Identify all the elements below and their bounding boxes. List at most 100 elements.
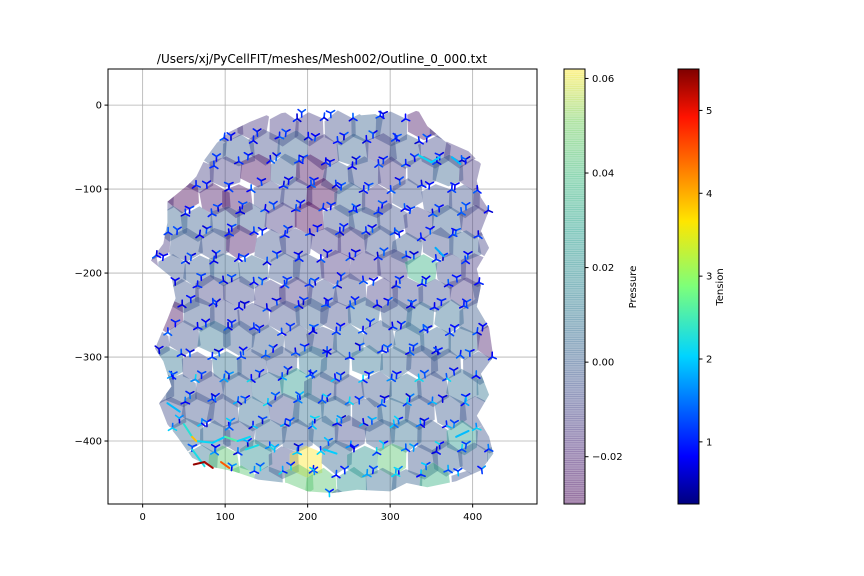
junction [297,108,307,118]
junction [180,396,191,405]
junction [473,230,483,240]
cell [267,251,302,287]
edge-segment [283,234,290,239]
edge-segment [195,184,202,188]
hot-edge [182,423,194,438]
junction [271,297,282,306]
edge-segment [364,370,370,375]
edge-segment [310,132,317,138]
edge-segment [213,165,219,170]
junction [367,224,377,233]
junction [305,228,316,237]
pressure-colorbar: −0.02 0.00 0.02 0.04 0.06 Pressure [563,68,639,505]
junction [233,253,243,263]
cell [321,488,355,494]
edge-segment [362,189,369,194]
junction [368,130,378,139]
cell [531,371,560,404]
edge-segment [450,182,456,186]
junction [457,443,467,453]
cell [322,204,356,239]
edge-segment [223,136,229,142]
cell [464,109,494,146]
tension-colorbar-fill [678,69,699,504]
cell [431,490,463,494]
edge-segment [393,466,400,471]
edge-segment [196,370,203,375]
junction [372,299,383,308]
junction [378,440,389,449]
edge-segment [464,401,470,407]
junction [388,321,398,331]
junction [163,327,173,337]
junction [414,373,424,383]
junction [382,343,393,353]
edge-segment [335,474,341,479]
edge-segment [392,132,398,138]
main-axes: 0 100 200 300 400 0 −100 −200 −300 −400 [75,68,565,523]
junction [332,280,343,289]
junction [309,277,320,286]
cell [112,417,144,450]
edge-segment [326,201,332,206]
junction [401,250,412,259]
edge-segment [335,330,341,336]
junction [461,201,471,211]
edge-segment [406,205,412,210]
junction [339,222,349,232]
edge-segment [323,436,329,442]
cell [348,249,382,283]
junction [226,132,236,141]
edge-segment [461,441,468,445]
cell [150,208,158,242]
cell [308,415,339,453]
edge-segment [281,128,287,133]
edge-segment [237,200,244,205]
junction [190,374,200,384]
cell [375,111,408,147]
junction [407,299,417,308]
cell [432,154,464,187]
edge-segment [240,395,247,399]
edge-segment [271,250,278,255]
junction [434,441,445,450]
junction [254,368,265,378]
pressure-colorbar-lines [564,70,585,503]
cell [531,421,565,455]
edge-segment [324,161,331,166]
cell [150,397,162,431]
hot-edge [430,156,441,164]
edge-segment [253,470,260,474]
edge-segment [174,414,181,419]
junction [236,351,247,360]
junction [460,156,471,165]
cell [376,248,408,285]
edge-segment [368,465,375,470]
hot-edge [418,154,433,164]
cell [417,278,453,313]
y-tick-label: −100 [75,185,102,196]
grid-lines [108,69,537,504]
edge-segment [451,227,457,232]
edge-segment [463,305,469,309]
junction [443,464,453,474]
edge-segment [464,349,471,353]
edge-segment [271,297,278,302]
cell [321,439,353,476]
cell [391,277,424,314]
junction [177,299,187,309]
cell [324,110,357,147]
cell [388,133,422,170]
cell [513,391,547,426]
edge-segment [226,223,233,228]
edge-segment [269,445,275,451]
colorbar-tick-label: 0.02 [592,263,614,274]
edge-segment [257,276,264,281]
edge-segment [406,402,412,406]
cell [112,276,145,312]
edge-segment [350,296,356,301]
edge-segment [242,438,249,443]
cell [448,229,482,262]
junction [260,349,271,359]
edge-segment [380,403,387,408]
